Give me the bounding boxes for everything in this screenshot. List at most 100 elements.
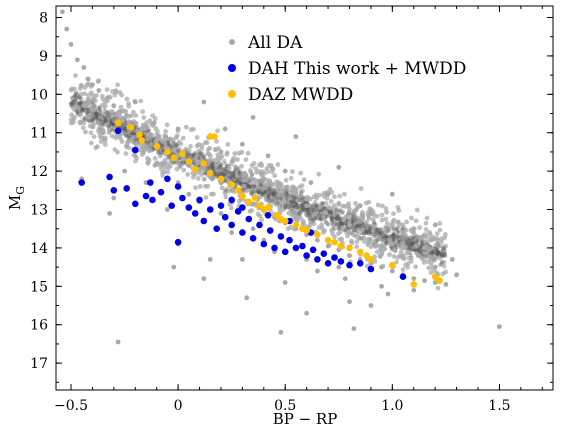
all-da-point	[102, 112, 107, 118]
all-da-point	[352, 228, 357, 233]
all-da-point	[347, 222, 352, 228]
all-da-point	[183, 146, 189, 152]
all-da-point	[283, 192, 289, 197]
dah-point	[346, 261, 353, 269]
all-da-point	[126, 101, 131, 107]
all-da-point	[229, 187, 235, 193]
all-da-point	[438, 251, 443, 257]
all-da-point	[300, 221, 305, 227]
all-da-point	[395, 234, 400, 239]
all-da-point	[413, 233, 418, 239]
all-da-point	[315, 237, 320, 243]
all-da-point	[305, 212, 310, 217]
all-da-point	[400, 267, 406, 273]
all-da-point	[188, 152, 193, 157]
all-da-point	[432, 264, 438, 270]
all-da-point	[312, 216, 317, 221]
daz-point	[153, 142, 160, 150]
all-da-point	[104, 87, 110, 92]
all-da-point	[354, 239, 360, 245]
all-da-point	[346, 203, 351, 209]
all-da-point	[394, 226, 399, 231]
all-da-point	[123, 126, 128, 131]
all-da-point	[357, 227, 362, 232]
all-da-point	[442, 251, 447, 256]
all-da-point	[434, 248, 439, 253]
all-da-point	[238, 172, 243, 177]
all-da-point	[231, 156, 237, 161]
all-da-point	[234, 173, 240, 179]
all-da-point	[68, 101, 74, 106]
all-da-point	[107, 128, 112, 134]
all-da-point	[275, 184, 281, 190]
all-da-point	[337, 193, 343, 199]
all-da-point	[110, 128, 115, 133]
all-da-point	[126, 119, 132, 125]
all-da-point	[144, 129, 149, 134]
all-da-point	[304, 203, 309, 209]
all-da-point	[144, 128, 149, 134]
all-da-point	[408, 241, 413, 246]
all-da-point	[410, 235, 415, 241]
all-da-point	[266, 186, 271, 191]
all-da-point	[60, 9, 65, 15]
all-da-point	[289, 199, 294, 204]
dah-point	[399, 273, 407, 281]
all-da-point	[90, 107, 95, 113]
all-da-point	[216, 146, 221, 151]
all-da-point	[229, 230, 235, 236]
all-da-point	[201, 276, 207, 281]
all-da-point	[99, 93, 105, 99]
all-da-point	[134, 125, 139, 130]
all-da-point	[349, 238, 354, 244]
dah-point	[281, 248, 289, 256]
all-da-point	[263, 190, 268, 195]
dah-point	[179, 194, 186, 202]
dah-point	[213, 225, 220, 232]
all-da-point	[344, 226, 349, 232]
all-da-point	[342, 204, 348, 209]
all-da-point	[300, 207, 306, 213]
all-da-point	[146, 128, 151, 134]
all-da-point	[384, 225, 390, 231]
all-da-point	[441, 245, 446, 250]
dah-point	[234, 208, 242, 215]
all-da-point	[325, 191, 331, 197]
all-da-point	[142, 123, 147, 129]
all-da-point	[454, 272, 459, 278]
all-da-point	[361, 239, 367, 245]
all-da-point	[99, 122, 104, 127]
daz-point	[127, 123, 135, 131]
all-da-point	[410, 238, 415, 243]
all-da-point	[295, 203, 300, 208]
all-da-point	[193, 185, 198, 191]
all-da-point	[103, 115, 108, 120]
all-da-point	[340, 209, 345, 214]
all-da-point	[256, 162, 262, 168]
all-da-point	[304, 207, 309, 212]
all-da-point	[297, 197, 302, 202]
all-da-point	[359, 236, 364, 241]
all-da-point	[70, 95, 76, 101]
all-da-point	[111, 116, 116, 122]
all-da-point	[307, 213, 313, 218]
daz-point	[256, 202, 263, 209]
all-da-point	[205, 151, 211, 157]
all-da-point	[299, 203, 304, 208]
all-da-point	[368, 225, 373, 230]
x-axis-label: BP − RP	[273, 410, 338, 428]
all-da-point	[354, 244, 360, 250]
all-da-point	[86, 118, 91, 123]
all-da-point	[212, 173, 218, 179]
dah-point	[309, 246, 317, 254]
all-da-point	[338, 221, 343, 226]
all-da-point	[252, 178, 258, 183]
all-da-point	[434, 246, 439, 251]
all-da-point	[196, 148, 202, 154]
all-da-point	[233, 165, 239, 171]
all-da-point	[90, 82, 95, 88]
all-da-point	[304, 196, 310, 202]
dah-point	[157, 188, 165, 196]
all-da-point	[71, 100, 76, 105]
daz-point	[245, 198, 253, 206]
